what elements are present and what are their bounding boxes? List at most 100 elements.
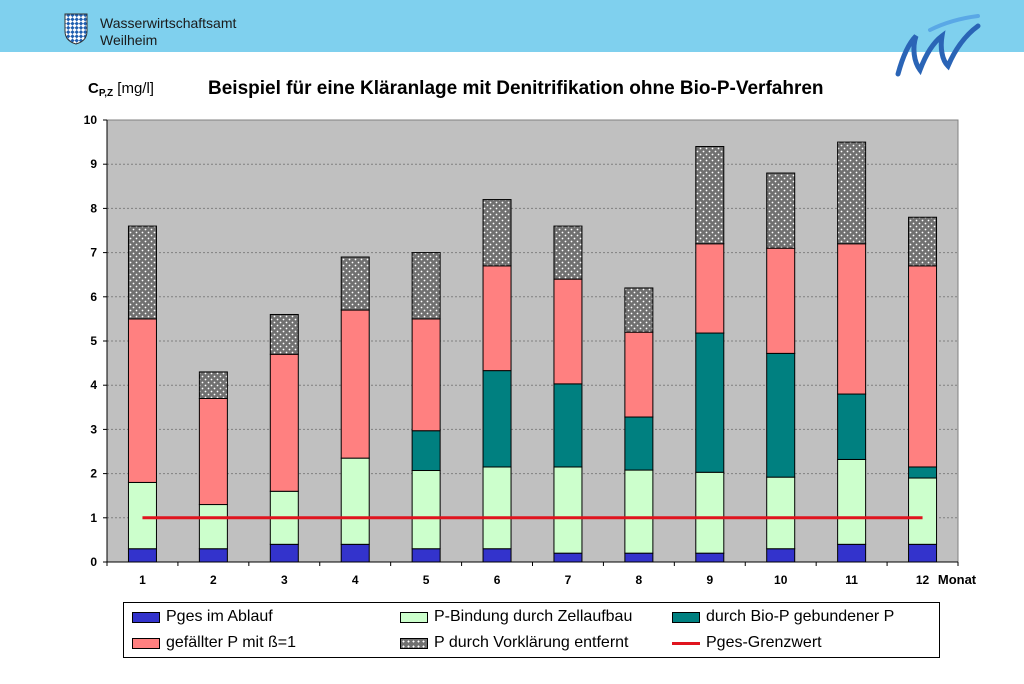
bar-segment-series-5: [695, 146, 725, 245]
y-tick-label: 5: [90, 334, 97, 348]
bavarian-lozenge-crest-icon: [64, 13, 88, 45]
bar-segment-series-2: [837, 458, 867, 545]
bar-segment-series-4: [340, 309, 370, 459]
legend-swatch: [400, 637, 428, 649]
legend-item: durch Bio-P gebundener P: [672, 608, 894, 626]
legend-label: P-Bindung durch Zellaufbau: [434, 608, 633, 625]
header-bar: Wasserwirtschaftsamt Weilheim: [0, 0, 1024, 52]
bar-segment-series-4: [198, 397, 228, 506]
bar-segment-series-2: [482, 466, 512, 550]
legend-label: gefällter P mit ß=1: [166, 634, 296, 651]
bar-segment-series-5: [482, 199, 512, 267]
bar-segment-series-4: [908, 265, 938, 468]
legend-line-swatch: [672, 641, 700, 645]
bar-segment-series-2: [695, 471, 725, 554]
bar-segment-series-2: [127, 481, 157, 550]
bar-segment-series-2: [553, 466, 583, 554]
bar-segment-series-2: [624, 469, 654, 554]
legend-item: P durch Vorklärung entfernt: [400, 634, 629, 652]
legend-item: P-Bindung durch Zellaufbau: [400, 608, 632, 626]
bar-segment-series-1: [482, 548, 512, 563]
bar-segment-series-4: [269, 353, 299, 492]
x-tick-label: 6: [494, 573, 501, 587]
bar-segment-series-1: [198, 548, 228, 563]
bar-segment-series-4: [411, 318, 441, 432]
bar-segment-series-5: [411, 252, 441, 320]
x-tick-label: 8: [636, 573, 643, 587]
bar-segment-series-4: [482, 265, 512, 372]
legend-label: Pges-Grenzwert: [706, 634, 822, 651]
x-tick-label: 12: [916, 573, 930, 587]
y-axis-label: CP,Z [mg/l]: [88, 80, 154, 99]
legend-label: Pges im Ablauf: [166, 608, 273, 625]
bar-segment-series-4: [624, 331, 654, 418]
bar-segment-series-3: [695, 332, 725, 473]
x-tick-label: 7: [565, 573, 572, 587]
x-tick-label: 4: [352, 573, 359, 587]
bar-segment-series-1: [766, 548, 796, 563]
x-tick-label: 11: [845, 573, 858, 587]
bar-segment-series-3: [908, 466, 938, 479]
bar-segment-series-5: [766, 172, 796, 249]
chart-title: Beispiel für eine Kläranlage mit Denitri…: [208, 78, 824, 99]
x-tick-label: 1: [139, 573, 146, 587]
bar-segment-series-5: [908, 216, 938, 267]
x-axis-label: Monat: [938, 572, 977, 587]
bar-segment-series-1: [269, 543, 299, 563]
bar-segment-series-4: [553, 278, 583, 385]
bar-segment-series-4: [695, 243, 725, 334]
bar-segment-series-1: [837, 543, 867, 563]
y-tick-label: 9: [90, 157, 97, 171]
legend-item: Pges im Ablauf: [132, 608, 273, 626]
water-w-logo-icon: [895, 14, 981, 77]
bar-segment-series-5: [198, 371, 228, 399]
y-tick-label: 10: [84, 113, 98, 127]
legend-item: gefällter P mit ß=1: [132, 634, 296, 652]
x-tick-label: 10: [774, 573, 788, 587]
bar-segment-series-2: [766, 476, 796, 550]
bar-segment-series-3: [411, 430, 441, 472]
bar-segment-series-5: [340, 256, 370, 311]
legend-item: Pges-Grenzwert: [672, 634, 822, 652]
bar-segment-series-4: [837, 243, 867, 395]
legend-label: P durch Vorklärung entfernt: [434, 634, 629, 651]
legend-label: durch Bio-P gebundener P: [706, 608, 895, 625]
legend-swatch: [132, 637, 160, 649]
bar-segment-series-1: [340, 543, 370, 563]
y-tick-label: 7: [90, 246, 97, 260]
y-tick-label: 1: [90, 511, 97, 525]
bar-segment-series-1: [908, 543, 938, 563]
y-axis-label-subscript: P,Z: [98, 88, 114, 99]
y-axis-label-unit: [mg/l]: [117, 80, 154, 97]
bar-segment-series-3: [624, 416, 654, 471]
legend-swatch: [672, 611, 700, 623]
x-tick-label: 3: [281, 573, 288, 587]
bar-segment-series-5: [837, 141, 867, 245]
bar-segment-series-1: [553, 552, 583, 563]
org-location: Weilheim: [100, 32, 158, 48]
bar-segment-series-3: [553, 383, 583, 468]
y-tick-label: 0: [90, 555, 97, 569]
x-tick-label: 5: [423, 573, 430, 587]
org-name: Wasserwirtschaftsamt: [100, 15, 237, 31]
chart-legend: Pges im Ablauf P-Bindung durch Zellaufbau…: [123, 602, 940, 658]
bar-segment-series-5: [624, 287, 654, 333]
y-tick-label: 8: [90, 201, 97, 215]
y-axis-label-main: C: [88, 80, 99, 97]
legend-swatch: [132, 611, 160, 623]
bar-segment-series-4: [766, 247, 796, 354]
y-tick-label: 4: [90, 378, 97, 392]
bar-segment-series-1: [411, 548, 441, 563]
legend-swatch: [400, 611, 428, 623]
bar-segment-series-5: [127, 225, 157, 320]
y-tick-label: 2: [90, 467, 97, 481]
x-tick-label: 9: [706, 573, 713, 587]
bar-segment-series-4: [127, 318, 157, 483]
bar-segment-series-3: [482, 370, 512, 468]
bar-segment-series-1: [695, 552, 725, 563]
bar-segment-series-2: [908, 477, 938, 545]
bar-segment-series-3: [766, 352, 796, 478]
bar-segment-series-5: [553, 225, 583, 280]
bar-segment-series-3: [837, 393, 867, 460]
